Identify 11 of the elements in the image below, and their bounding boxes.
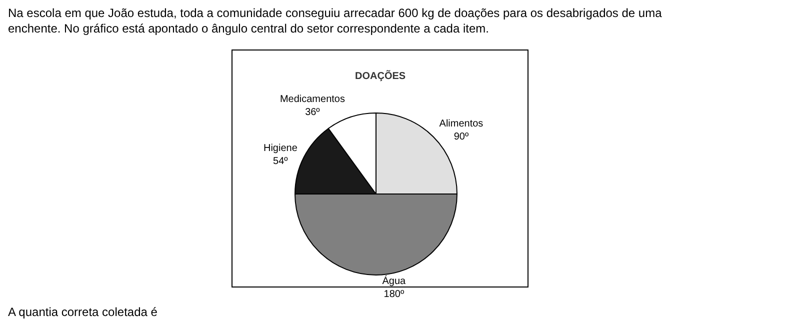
slice-label: Higiene [263, 142, 298, 154]
text: A quantia correta coletada é [8, 305, 158, 319]
slice-label: Água [382, 275, 406, 287]
slice-label: Medicamentos [280, 94, 345, 106]
data-label: 54º [273, 156, 288, 167]
data-label: 90º [454, 132, 469, 143]
slice-label: Alimentos [439, 118, 484, 130]
chart-title: DOAÇÕES [355, 70, 406, 82]
data-label: 36º [305, 107, 320, 118]
data-label: 180º [384, 289, 404, 300]
text: Na escola em que João estuda, toda a comunidade conseguiu arrecadar 600 kg de doações para os desabrigados de uma enchente. No gráfico está apontado o ângulo central do setor correspondente a cada item. [8, 6, 662, 36]
